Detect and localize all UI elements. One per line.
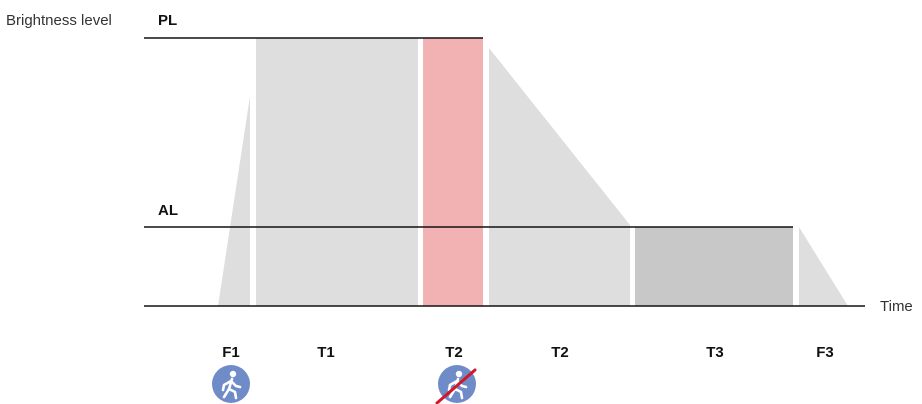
t2-ramp-area xyxy=(489,48,630,306)
y-axis-title: Brightness level xyxy=(6,12,112,29)
x-axis-title: Time xyxy=(880,298,913,315)
segment-label-t1: T1 xyxy=(317,344,335,361)
fade-out-area-f3 xyxy=(799,227,848,306)
al-label: AL xyxy=(158,202,178,219)
t3-area xyxy=(635,227,793,306)
person-walking-crossed-icon xyxy=(435,365,477,404)
t2-highlight-area xyxy=(423,38,483,306)
t1-area xyxy=(256,38,418,306)
pl-label: PL xyxy=(158,12,177,29)
segment-label-t3: T3 xyxy=(706,344,724,361)
person-walking-icon xyxy=(212,365,250,403)
segment-label-t2: T2 xyxy=(551,344,569,361)
segment-label-f3: F3 xyxy=(816,344,834,361)
fade-in-area-f1 xyxy=(218,96,250,306)
segment-label-f1: F1 xyxy=(222,344,240,361)
segment-label-t2-inactive: T2 xyxy=(445,344,463,361)
